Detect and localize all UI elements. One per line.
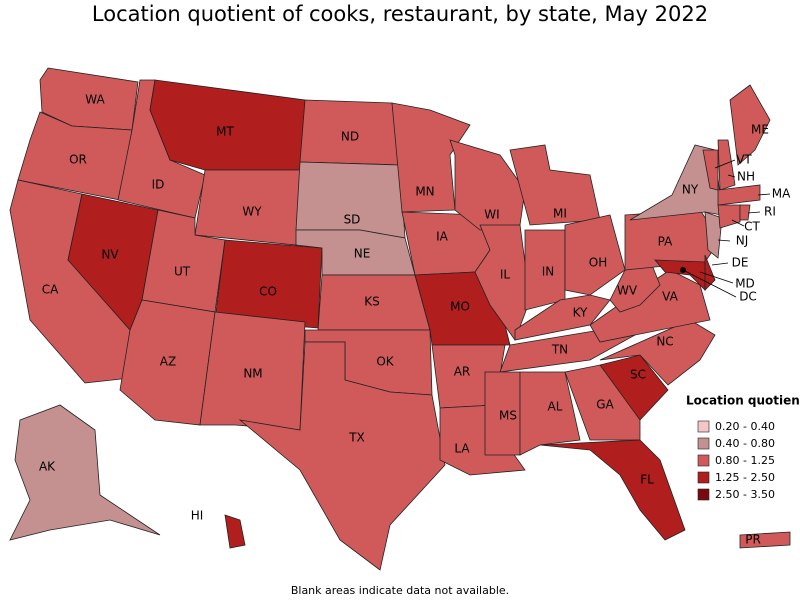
state-label: PR [745, 533, 761, 547]
state-label: WV [617, 284, 638, 298]
title: Location quotient of cooks, restaurant, … [92, 2, 708, 26]
state-label: NM [243, 367, 262, 381]
state-labels: WA OR CA NV ID MT WY UT CO AZ NM ND SD N… [39, 93, 791, 547]
state-label: AZ [160, 355, 176, 369]
state-label: FL [640, 473, 654, 487]
legend-swatch [697, 454, 710, 467]
state-shape [729, 84, 771, 166]
state-label: AR [454, 365, 471, 379]
note: Blank areas indicate data not available. [291, 584, 509, 597]
legend-label: 0.20 - 0.40 [715, 420, 775, 433]
state-shape [654, 259, 706, 291]
state-label: OK [376, 355, 394, 369]
state-label: WA [85, 93, 105, 107]
state-shape [519, 371, 581, 456]
state-label: MS [499, 409, 517, 423]
state-label: MN [415, 185, 434, 199]
state-label: NJ [736, 234, 749, 248]
state-label: PA [658, 235, 673, 249]
state-shape [739, 204, 751, 221]
state-label: WY [242, 205, 262, 219]
state-shape [599, 354, 669, 421]
state-label: NY [682, 183, 699, 197]
state-label: TN [551, 343, 568, 357]
legend-label: 0.80 - 1.25 [715, 454, 775, 467]
leader-lines [680, 159, 771, 298]
legend-swatch [697, 471, 710, 484]
state-label: GA [596, 398, 614, 412]
state-shape [564, 364, 641, 441]
state-label: ND [341, 130, 359, 144]
state-label: NC [656, 335, 673, 349]
legend-label: 1.25 - 2.50 [715, 471, 775, 484]
state-label: LA [454, 442, 470, 456]
state-label: RI [764, 205, 776, 219]
legend-swatch [697, 488, 710, 501]
state-label: WI [484, 208, 499, 222]
state-label: SD [344, 213, 361, 227]
state-label: ID [152, 178, 165, 192]
state-label: MA [772, 187, 791, 201]
state-shape [739, 531, 791, 549]
state-label: HI [191, 509, 204, 523]
state-label: IN [542, 265, 555, 279]
state-shape [564, 214, 626, 296]
state-label: DE [732, 256, 749, 270]
legend-swatch [697, 420, 710, 433]
state-shape [474, 224, 531, 341]
state-shape [704, 254, 716, 291]
state-shape [539, 439, 686, 541]
state-label: ME [751, 123, 769, 137]
state-label: OR [69, 153, 87, 167]
state-label: AK [39, 460, 56, 474]
legend-label: 2.50 - 3.50 [715, 488, 775, 501]
state-label: CT [744, 220, 760, 234]
state-shape [9, 404, 161, 541]
states [9, 67, 791, 571]
state-label: MO [450, 300, 470, 314]
state-label: OH [589, 256, 607, 270]
state-label: TX [348, 431, 365, 445]
state-label: NH [737, 170, 755, 184]
state-label: MT [216, 125, 234, 139]
state-label: VA [662, 290, 678, 304]
state-label: MI [553, 207, 567, 221]
legend-title: Location quotient [686, 394, 800, 408]
state-label: DC [739, 290, 757, 304]
state-label: CA [42, 283, 59, 297]
state-label: NE [354, 247, 371, 261]
state-label: NV [101, 248, 119, 262]
state-label: MD [735, 277, 755, 291]
state-shape [717, 139, 736, 191]
state-label: SC [630, 368, 646, 382]
state-shape [238, 341, 446, 571]
legend-swatch [697, 437, 710, 450]
state-label: KS [364, 295, 380, 309]
state-label: IA [436, 230, 449, 244]
legend: Location quotient 0.20 - 0.40 0.40 - 0.80… [686, 394, 800, 502]
state-label: UT [174, 265, 191, 279]
state-label: AL [548, 400, 563, 414]
state-shape [509, 144, 601, 226]
state-shape [717, 204, 741, 229]
legend-label: 0.40 - 0.80 [715, 437, 775, 450]
state-shape [295, 161, 406, 239]
state-label: IL [500, 268, 511, 282]
state-shape [704, 211, 723, 259]
state-label: VT [736, 153, 752, 167]
state-label: KY [573, 306, 588, 320]
state-label: CO [259, 285, 277, 299]
state-shape [224, 514, 246, 549]
state-shape [717, 184, 761, 206]
